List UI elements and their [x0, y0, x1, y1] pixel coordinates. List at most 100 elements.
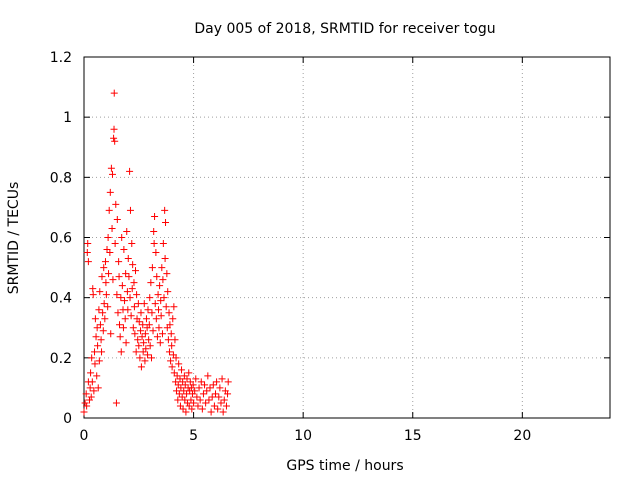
data-point — [117, 348, 125, 356]
data-point — [144, 306, 152, 314]
data-point — [99, 309, 107, 317]
data-point — [191, 387, 199, 395]
data-point — [123, 288, 131, 296]
data-point — [91, 315, 99, 323]
data-point — [103, 246, 111, 254]
data-point — [88, 378, 96, 386]
data-point — [182, 408, 190, 416]
data-point — [150, 227, 158, 235]
data-point — [171, 336, 179, 344]
y-tick-label: 0.8 — [50, 170, 72, 186]
data-point — [167, 357, 175, 365]
data-point — [204, 372, 212, 380]
data-point — [163, 270, 171, 278]
data-point — [121, 297, 129, 305]
data-point — [91, 348, 99, 356]
data-point — [185, 369, 193, 377]
data-point — [189, 381, 197, 389]
data-point — [111, 240, 119, 248]
data-point — [142, 345, 150, 353]
data-point — [175, 360, 183, 368]
data-point — [162, 218, 170, 226]
data-point — [155, 324, 163, 332]
data-point — [126, 167, 134, 175]
data-point — [110, 89, 118, 97]
data-point — [181, 381, 189, 389]
data-point — [217, 399, 225, 407]
data-point — [90, 387, 98, 395]
data-point — [132, 267, 140, 275]
data-point — [213, 378, 221, 386]
data-point — [84, 258, 92, 266]
data-point — [165, 348, 173, 356]
data-point — [132, 348, 140, 356]
data-point — [201, 381, 209, 389]
data-point — [98, 348, 106, 356]
data-point — [179, 405, 187, 413]
data-point — [152, 249, 160, 257]
data-point — [152, 315, 160, 323]
data-point — [109, 276, 117, 284]
data-point — [172, 387, 180, 395]
data-point — [135, 318, 143, 326]
data-point — [117, 294, 125, 302]
data-point — [173, 372, 181, 380]
y-tick-label: 0.2 — [50, 351, 72, 367]
data-point — [141, 330, 149, 338]
data-point — [219, 408, 227, 416]
data-point — [224, 390, 232, 398]
x-tick-label: 10 — [294, 428, 312, 444]
data-point — [159, 240, 167, 248]
data-point — [101, 315, 109, 323]
data-point — [106, 249, 114, 257]
data-point — [80, 408, 88, 416]
data-point — [154, 291, 162, 299]
data-point — [159, 276, 167, 284]
data-point — [125, 273, 133, 281]
data-point — [137, 363, 145, 371]
data-point — [218, 375, 226, 383]
data-point — [95, 357, 103, 365]
data-point — [224, 378, 232, 386]
data-point — [148, 309, 156, 317]
chart-title: Day 005 of 2018, SRMTID for receiver tog… — [194, 21, 495, 37]
data-point — [149, 327, 157, 335]
data-point — [168, 363, 176, 371]
data-point — [220, 396, 228, 404]
data-point — [158, 330, 166, 338]
data-point — [100, 300, 108, 308]
data-point — [187, 384, 195, 392]
data-point — [100, 264, 108, 272]
data-point — [81, 399, 89, 407]
data-point — [203, 387, 211, 395]
data-point — [157, 312, 165, 320]
data-point — [167, 330, 175, 338]
data-point — [196, 396, 204, 404]
data-point — [186, 378, 194, 386]
data-point — [172, 354, 180, 362]
data-point — [118, 234, 126, 241]
data-point — [108, 170, 116, 178]
data-point — [134, 300, 142, 308]
data-point — [108, 224, 116, 232]
data-point — [121, 315, 129, 323]
x-axis-label: GPS time / hours — [286, 458, 403, 474]
data-point — [138, 333, 146, 341]
data-point — [122, 339, 130, 347]
data-point — [105, 206, 113, 214]
data-point — [155, 306, 163, 314]
data-point — [135, 342, 143, 350]
data-point — [178, 366, 186, 374]
data-point — [156, 339, 164, 347]
data-point — [124, 306, 132, 314]
data-point — [98, 273, 106, 281]
data-point — [116, 321, 124, 329]
x-tick-label: 5 — [189, 428, 198, 444]
data-point — [169, 315, 177, 323]
data-point — [202, 399, 210, 407]
data-point — [105, 270, 113, 278]
data-point — [194, 402, 202, 410]
data-point — [126, 206, 134, 214]
data-point — [170, 303, 178, 311]
